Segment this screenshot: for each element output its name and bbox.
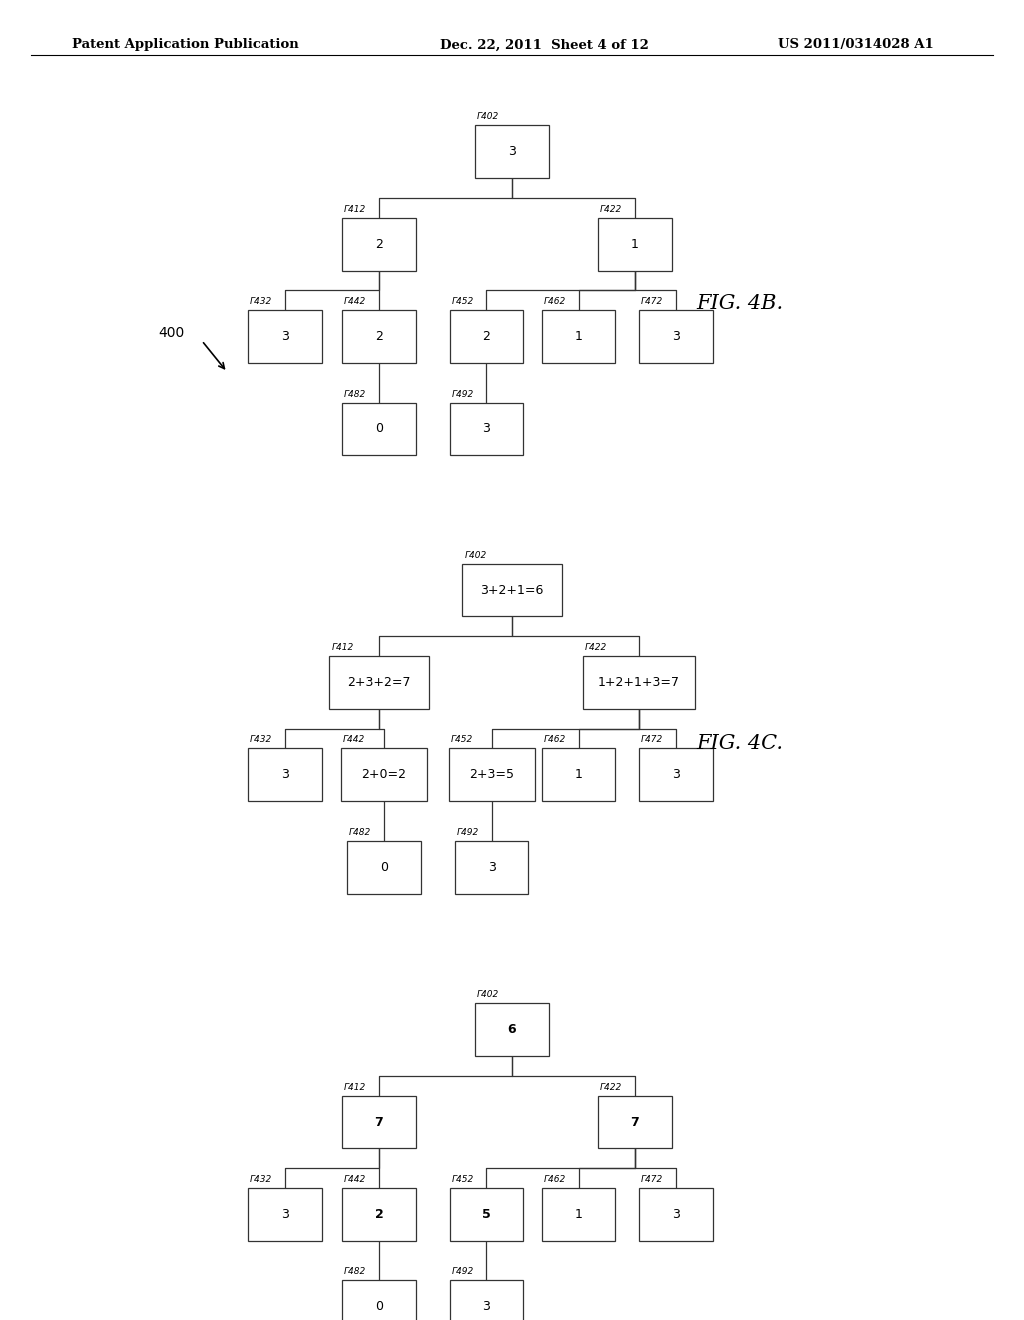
Bar	[450, 403, 523, 455]
Text: 3: 3	[281, 768, 289, 781]
Bar	[475, 1003, 549, 1056]
Text: 1: 1	[574, 330, 583, 343]
Text: Γ482: Γ482	[344, 1267, 367, 1276]
Text: 3: 3	[281, 1208, 289, 1221]
Text: Γ432: Γ432	[250, 1175, 272, 1184]
Text: 1: 1	[631, 238, 639, 251]
Bar	[449, 748, 535, 801]
Bar	[248, 748, 322, 801]
Bar	[583, 656, 695, 709]
Text: 400: 400	[159, 326, 185, 339]
Text: 6: 6	[508, 1023, 516, 1036]
Bar	[450, 1188, 523, 1241]
Text: Γ412: Γ412	[344, 205, 367, 214]
Text: Γ482: Γ482	[344, 389, 367, 399]
Text: Γ492: Γ492	[452, 389, 474, 399]
Text: Γ452: Γ452	[452, 297, 474, 306]
Text: 2: 2	[375, 238, 383, 251]
Bar	[598, 218, 672, 271]
Bar	[248, 1188, 322, 1241]
Text: Γ402: Γ402	[477, 990, 500, 999]
Text: 3: 3	[482, 422, 490, 436]
Text: Γ472: Γ472	[641, 735, 664, 744]
Text: 2+0=2: 2+0=2	[361, 768, 407, 781]
Bar	[450, 310, 523, 363]
Text: Γ452: Γ452	[452, 1175, 474, 1184]
Text: 3: 3	[487, 861, 496, 874]
Bar	[639, 1188, 713, 1241]
Text: 2: 2	[375, 330, 383, 343]
Text: Γ422: Γ422	[600, 205, 623, 214]
Text: Γ412: Γ412	[344, 1082, 367, 1092]
Text: Γ492: Γ492	[457, 828, 479, 837]
Text: Γ402: Γ402	[477, 112, 500, 121]
Text: 0: 0	[375, 422, 383, 436]
Bar	[341, 748, 427, 801]
Text: Γ472: Γ472	[641, 297, 664, 306]
Text: Dec. 22, 2011  Sheet 4 of 12: Dec. 22, 2011 Sheet 4 of 12	[440, 38, 649, 51]
Text: 1: 1	[574, 768, 583, 781]
Text: Γ442: Γ442	[344, 1175, 367, 1184]
Bar	[598, 1096, 672, 1148]
Bar	[542, 1188, 615, 1241]
Text: FIG. 4C.: FIG. 4C.	[696, 734, 783, 752]
Text: Γ422: Γ422	[585, 643, 607, 652]
Text: 3+2+1=6: 3+2+1=6	[480, 583, 544, 597]
Text: Γ462: Γ462	[544, 297, 566, 306]
Text: 2+3=5: 2+3=5	[469, 768, 514, 781]
Bar	[342, 1280, 416, 1320]
Text: Γ422: Γ422	[600, 1082, 623, 1092]
Text: 0: 0	[375, 1300, 383, 1313]
Text: 2: 2	[375, 1208, 383, 1221]
Text: Γ462: Γ462	[544, 735, 566, 744]
Text: 3: 3	[508, 145, 516, 158]
Text: Patent Application Publication: Patent Application Publication	[72, 38, 298, 51]
Text: Γ452: Γ452	[451, 735, 473, 744]
Text: 1+2+1+3=7: 1+2+1+3=7	[598, 676, 680, 689]
Bar	[639, 310, 713, 363]
Text: Γ442: Γ442	[344, 297, 367, 306]
Text: 3: 3	[281, 330, 289, 343]
Text: 2+3+2=7: 2+3+2=7	[347, 676, 411, 689]
Text: 5: 5	[482, 1208, 490, 1221]
Bar	[450, 1280, 523, 1320]
Bar	[330, 656, 428, 709]
Bar	[342, 403, 416, 455]
Bar	[639, 748, 713, 801]
Text: Γ482: Γ482	[349, 828, 372, 837]
Text: Γ432: Γ432	[250, 297, 272, 306]
Bar	[342, 218, 416, 271]
Text: 0: 0	[380, 861, 388, 874]
Text: 3: 3	[672, 768, 680, 781]
Text: 7: 7	[631, 1115, 639, 1129]
Bar	[342, 1188, 416, 1241]
Text: Γ472: Γ472	[641, 1175, 664, 1184]
Bar	[342, 310, 416, 363]
Text: 3: 3	[672, 1208, 680, 1221]
Text: 2: 2	[482, 330, 490, 343]
Bar	[248, 310, 322, 363]
Bar	[463, 564, 561, 616]
Bar	[342, 1096, 416, 1148]
Bar	[347, 841, 421, 894]
Text: Γ492: Γ492	[452, 1267, 474, 1276]
Bar	[542, 310, 615, 363]
Text: 7: 7	[375, 1115, 383, 1129]
Text: 3: 3	[482, 1300, 490, 1313]
Text: 3: 3	[672, 330, 680, 343]
Bar	[542, 748, 615, 801]
Text: 1: 1	[574, 1208, 583, 1221]
Text: FIG. 4B.: FIG. 4B.	[696, 294, 783, 313]
Text: US 2011/0314028 A1: US 2011/0314028 A1	[778, 38, 934, 51]
Text: Γ412: Γ412	[332, 643, 353, 652]
Bar	[455, 841, 528, 894]
Text: Γ462: Γ462	[544, 1175, 566, 1184]
Bar	[475, 125, 549, 178]
Text: Γ432: Γ432	[250, 735, 272, 744]
Text: Γ402: Γ402	[465, 550, 486, 560]
Text: Γ442: Γ442	[343, 735, 366, 744]
